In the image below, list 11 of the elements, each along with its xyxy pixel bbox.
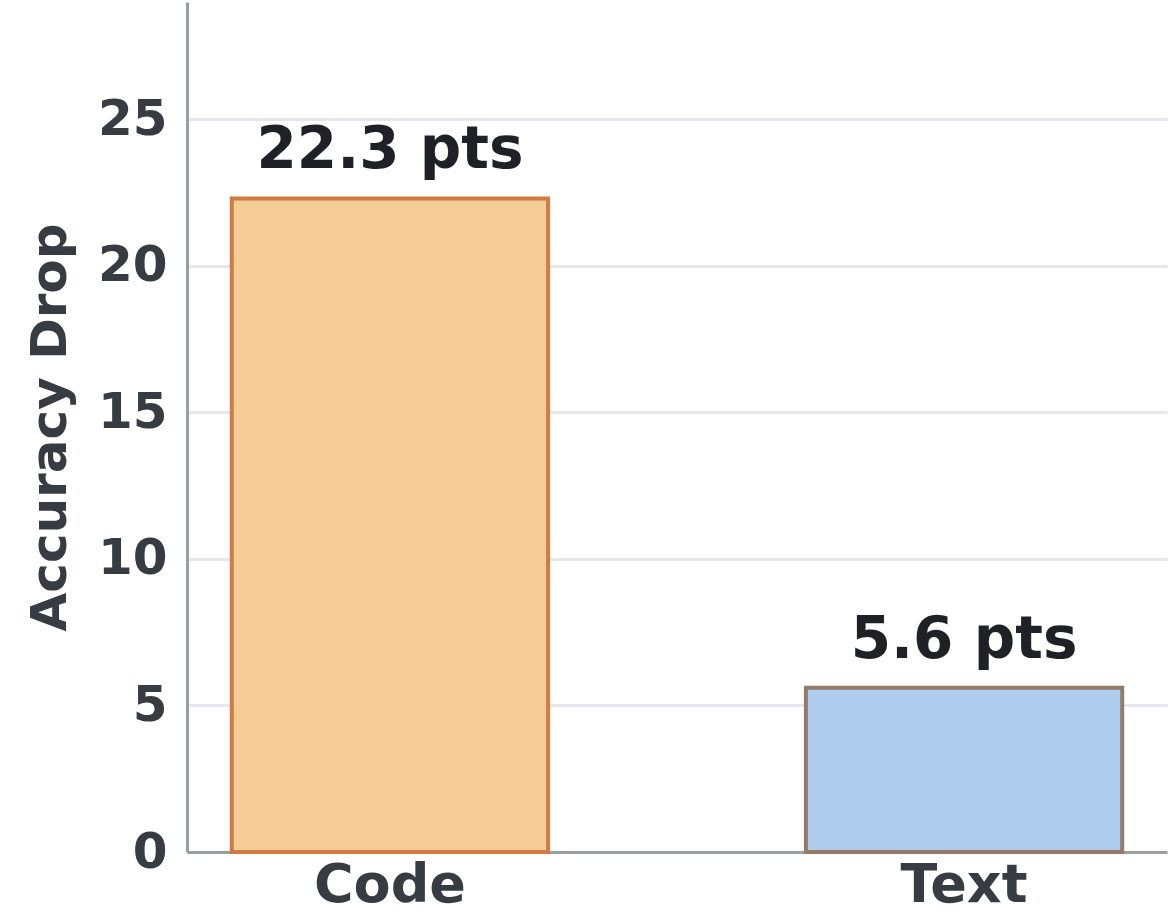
y-axis-title: Accuracy Drop — [19, 223, 78, 632]
data-label: 22.3 pts — [256, 114, 524, 183]
y-tick-label: 20 — [97, 235, 168, 294]
y-tick-label: 0 — [132, 821, 168, 880]
x-tick-label: Code — [313, 851, 466, 915]
y-tick-label: 15 — [97, 381, 168, 440]
y-tick-label: 10 — [97, 528, 168, 587]
data-label: 5.6 pts — [850, 603, 1078, 672]
y-tick-label: 25 — [97, 88, 168, 147]
y-tick-label: 5 — [132, 674, 168, 733]
x-tick-label: Text — [900, 851, 1028, 915]
